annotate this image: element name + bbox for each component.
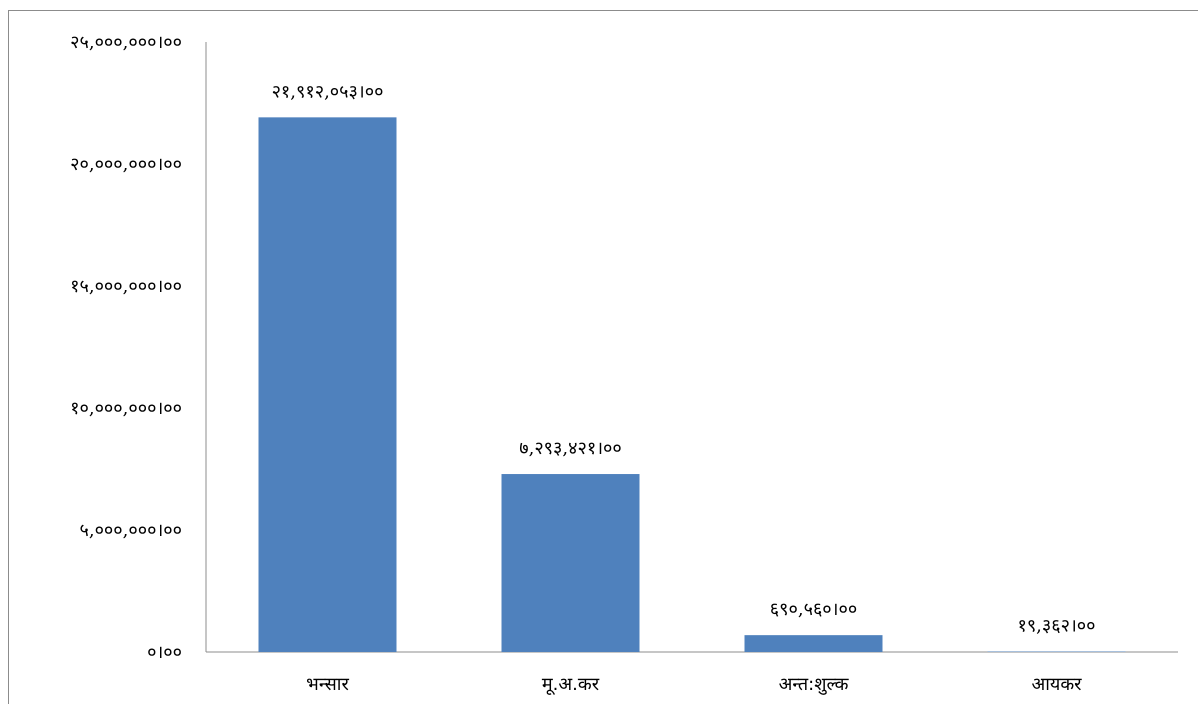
- y-tick-label: २५,०००,०००।००: [70, 32, 182, 53]
- x-tick-label: अन्त:शुल्क: [779, 674, 850, 695]
- data-label: १९,३६२।००: [1017, 616, 1095, 637]
- y-tick-label: ०।००: [147, 642, 182, 663]
- x-tick-label: भन्सार: [306, 674, 349, 695]
- x-tick-label: आयकर: [1031, 674, 1082, 695]
- data-label: ६९०,५६०।००: [770, 599, 857, 620]
- y-tick-label: १५,०००,०००।००: [70, 276, 182, 297]
- chart-frame: [8, 10, 1198, 704]
- x-axis-category-labels: भन्सार मू.अ.कर अन्त:शुल्क आयकर: [306, 674, 1082, 695]
- bars: [258, 117, 1126, 653]
- data-label: ७,२९३,४२१।००: [519, 438, 622, 459]
- y-axis-tick-labels: ०।०० ५,०००,०००।०० १०,०००,०००।०० १५,०००,०००।…: [70, 32, 182, 663]
- bar: [501, 474, 640, 652]
- data-labels: २१,९१२,०५३।०० ७,२९३,४२१।०० ६९०,५६०।०० १९,३६…: [272, 81, 1096, 636]
- bar: [744, 635, 883, 652]
- x-tick-label: मू.अ.कर: [542, 674, 600, 695]
- y-tick-label: २०,०००,०००।००: [70, 154, 182, 175]
- y-tick-label: ५,०००,०००।००: [79, 520, 182, 541]
- y-tick-label: १०,०००,०००।००: [70, 398, 182, 419]
- data-label: २१,९१२,०५३।००: [272, 81, 384, 102]
- bar: [258, 117, 397, 653]
